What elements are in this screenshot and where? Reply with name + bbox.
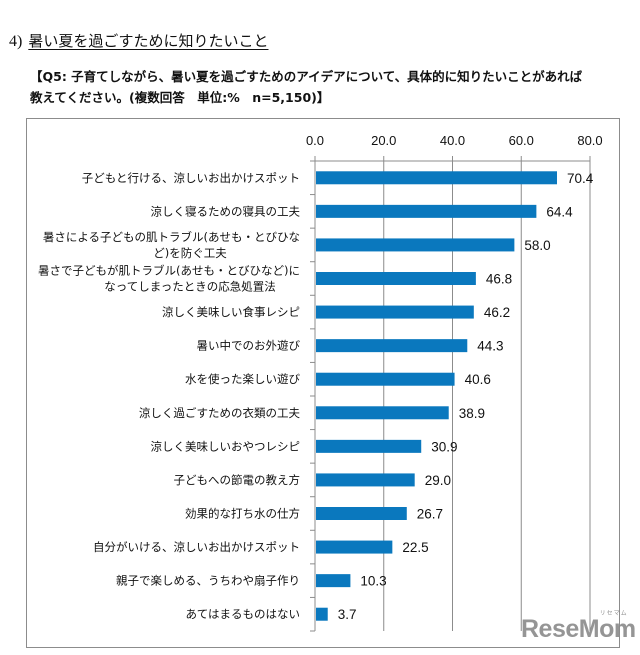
- x-tick-label: 80.0: [577, 133, 602, 148]
- resemom-logo: ReseMom リセマム: [521, 611, 636, 644]
- bar: [316, 607, 328, 621]
- category-label: 涼しく寝るための寝具の工夫: [151, 204, 301, 218]
- value-label: 40.6: [465, 372, 491, 387]
- value-label: 26.7: [417, 507, 443, 522]
- bar: [316, 439, 422, 453]
- bar: [316, 272, 476, 285]
- value-label: 10.3: [360, 574, 386, 589]
- question-text: 【Q5: 子育てしながら、暑い夏を過ごすためのアイデアについて、具体的に知りたい…: [30, 66, 630, 108]
- bar: [316, 540, 393, 554]
- value-label: 22.5: [402, 540, 428, 555]
- bar: [316, 204, 537, 218]
- question-line-2: 教えてください。(複数回答 単位:% n=5,150)】: [30, 90, 330, 105]
- x-tick-label: 20.0: [371, 133, 396, 148]
- bar: [316, 406, 449, 420]
- bar: [316, 574, 351, 588]
- value-label: 30.9: [431, 439, 457, 454]
- value-label: 38.9: [459, 406, 485, 421]
- value-label: 46.2: [484, 305, 510, 320]
- category-label: 暑い中でのお外遊び: [197, 339, 301, 353]
- watermark-text: ReseMom: [521, 615, 636, 643]
- chart-frame: [26, 118, 620, 648]
- category-label: 暑さで子どもが肌トラブル(あせも・とびひなど)に: [38, 264, 300, 278]
- section-title: 4) 暑い夏を過ごすために知りたいこと: [9, 30, 268, 51]
- category-label: 効果的な打ち水の仕方: [185, 507, 300, 521]
- category-label: 涼しく美味しいおやつレシピ: [151, 439, 301, 453]
- category-label: 涼しく過ごすための衣類の工夫: [139, 406, 301, 420]
- category-label: ど)を防ぐ工夫: [153, 246, 227, 260]
- x-tick-label: 40.0: [440, 133, 465, 148]
- category-label: 子どもへの節電の教え方: [174, 473, 301, 487]
- watermark-ruby: リセマム: [599, 611, 628, 617]
- bar: [316, 305, 474, 319]
- category-label: 暑さによる子どもの肌トラブル(あせも・とびひな: [43, 230, 300, 244]
- x-tick-label: 60.0: [509, 133, 534, 148]
- category-label: なってしまったときの応急処置法: [104, 280, 275, 294]
- value-label: 3.7: [338, 607, 357, 622]
- bar: [316, 339, 468, 353]
- x-tick-label: 0.0: [306, 133, 324, 148]
- value-label: 70.4: [567, 171, 594, 186]
- bar: [316, 372, 455, 386]
- bar: [316, 171, 557, 185]
- question-line-1: 【Q5: 子育てしながら、暑い夏を過ごすためのアイデアについて、具体的に知りたい…: [30, 69, 583, 84]
- value-label: 64.4: [546, 204, 573, 219]
- bar: [316, 238, 515, 252]
- category-label: 自分がいける、涼しいお出かけスポット: [93, 540, 300, 554]
- category-label: 子どもと行ける、涼しいお出かけスポット: [82, 171, 300, 185]
- category-label: 水を使った楽しい遊び: [185, 372, 300, 386]
- section-title-text: 暑い夏を過ごすために知りたいこと: [28, 32, 269, 50]
- value-label: 44.3: [477, 339, 503, 354]
- category-label: 親子で楽しめる、うちわや扇子作り: [116, 574, 300, 588]
- value-label: 29.0: [425, 473, 451, 488]
- value-label: 58.0: [524, 238, 550, 253]
- bar: [316, 507, 407, 520]
- bar: [316, 473, 415, 487]
- section-number: 4): [9, 33, 23, 50]
- category-label: 涼しく美味しい食事レシピ: [162, 305, 300, 319]
- category-label: あてはまるものはない: [185, 607, 300, 621]
- value-label: 46.8: [486, 272, 512, 287]
